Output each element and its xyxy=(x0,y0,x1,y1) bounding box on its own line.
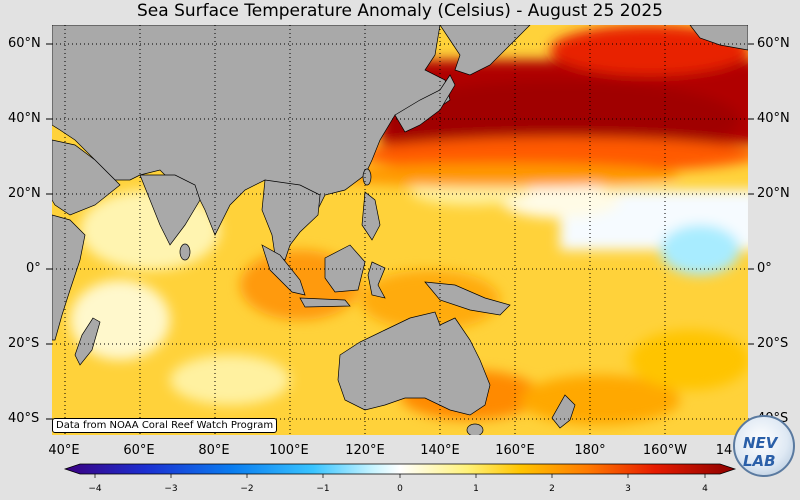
java-landmass xyxy=(299,297,351,308)
madagascar-landmass xyxy=(74,317,101,366)
colorbar xyxy=(63,463,737,478)
colorbar-tick-label: −1 xyxy=(316,484,330,494)
data-credit: Data from NOAA Coral Reef Watch Program xyxy=(52,418,278,433)
lat-label-left: 0° xyxy=(26,261,41,276)
lat-label-left: 20°N xyxy=(8,186,41,201)
lat-label-left: 40°S xyxy=(8,411,40,426)
lon-label: 80°E xyxy=(198,443,230,458)
logo-text: NEV LAB xyxy=(743,434,778,470)
frame-ticks xyxy=(46,43,754,420)
colorbar-tick-label: −3 xyxy=(164,484,178,494)
sumatra-landmass xyxy=(261,244,306,296)
philippines-landmass xyxy=(361,191,381,241)
lat-label-right: 40°N xyxy=(757,111,790,126)
colorbar-tick-label: 1 xyxy=(473,484,479,494)
japan-landmass xyxy=(394,74,456,133)
lat-label-left: 60°N xyxy=(8,36,41,51)
new-guinea-landmass xyxy=(424,281,511,316)
colorbar-tick-label: 2 xyxy=(549,484,555,494)
graticule xyxy=(52,25,748,435)
taiwan-landmass xyxy=(362,168,372,186)
colorbar-tick-label: 4 xyxy=(702,484,708,494)
nev-lab-logo: NEV LAB xyxy=(733,415,795,477)
lat-label-right: 0° xyxy=(757,261,772,276)
lat-label-left: 20°S xyxy=(8,336,40,351)
sri-lanka-landmass xyxy=(179,243,191,261)
lat-label-right: 20°N xyxy=(757,186,790,201)
sulawesi-landmass xyxy=(367,261,386,299)
map-title: Sea Surface Temperature Anomaly (Celsius… xyxy=(137,1,663,21)
colorbar-tick-label: 3 xyxy=(625,484,631,494)
lon-label: 160°E xyxy=(495,443,535,458)
colorbar-tick-label: −2 xyxy=(240,484,254,494)
lon-label: 140°E xyxy=(420,443,460,458)
alaska-landmass xyxy=(689,25,748,51)
new-zealand-landmass xyxy=(551,394,576,429)
lat-label-right: 20°S xyxy=(757,336,789,351)
lon-label: 60°E xyxy=(123,443,155,458)
africa-landmass xyxy=(52,214,86,341)
lon-label: 40°E xyxy=(48,443,80,458)
lat-label-left: 40°N xyxy=(8,111,41,126)
lon-label: 100°E xyxy=(269,443,309,458)
arabia-landmass xyxy=(52,139,121,216)
australia-landmass xyxy=(337,311,491,416)
lon-label: 180° xyxy=(574,443,606,458)
lon-label: 14 xyxy=(715,443,733,458)
tasmania-landmass xyxy=(466,423,484,435)
lat-label-right: 60°N xyxy=(757,36,790,51)
lon-label: 160°W xyxy=(642,443,688,458)
colorbar-tick-label: −4 xyxy=(88,484,102,494)
kamchatka-landmass xyxy=(439,25,531,76)
lon-label: 120°E xyxy=(345,443,385,458)
india-landmass xyxy=(139,174,201,246)
colorbar-tick-label: 0 xyxy=(397,484,403,494)
land-masses xyxy=(52,25,748,435)
